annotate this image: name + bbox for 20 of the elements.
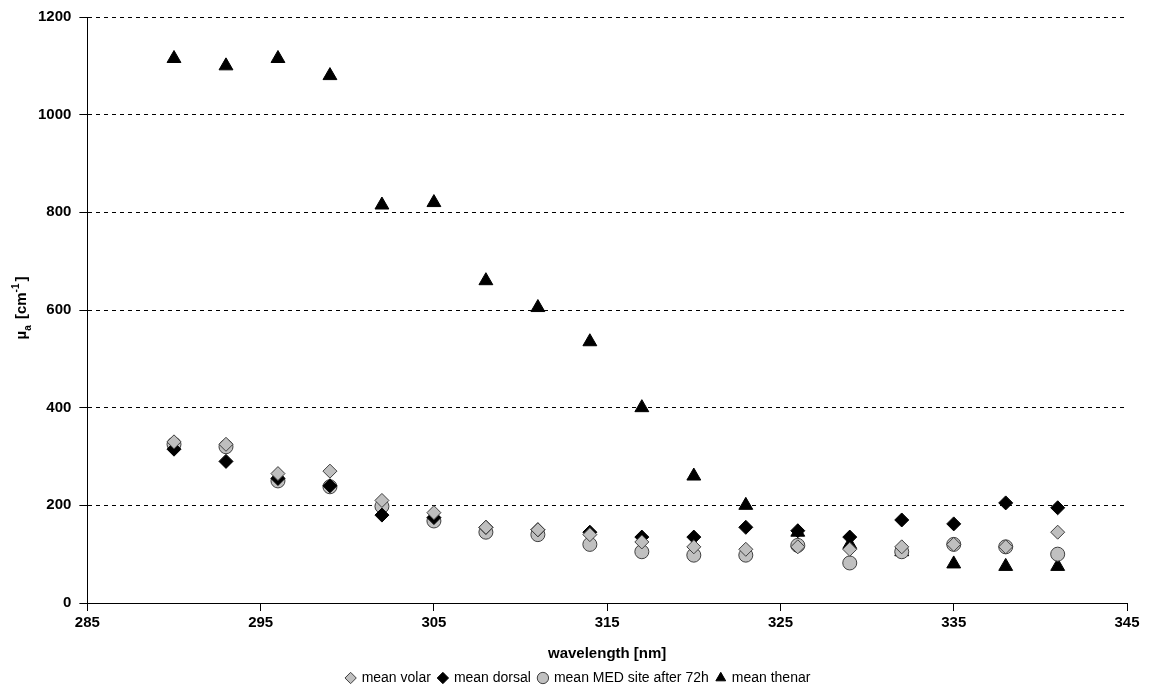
legend-label: mean thenar	[731, 668, 811, 685]
y-tick-label: 200	[46, 495, 72, 513]
x-tick-label: 295	[248, 613, 274, 631]
legend-label: mean dorsal	[453, 668, 531, 685]
x-tick-label: 325	[767, 613, 793, 631]
x-tick-label: 285	[74, 613, 100, 631]
y-axis-title: µa [cm-1]	[9, 276, 33, 340]
x-tick-label: 335	[941, 613, 967, 631]
x-axis-title: wavelength [nm]	[547, 644, 667, 662]
legend-label: mean MED site after 72h	[553, 668, 709, 685]
x-tick-label: 345	[1114, 613, 1140, 631]
y-tick-label: 0	[63, 593, 72, 611]
y-tick-label: 1200	[37, 7, 72, 25]
legend-label: mean volar	[361, 668, 432, 685]
y-tick-label: 600	[46, 300, 72, 318]
y-tick-label: 800	[46, 202, 72, 220]
y-tick-label: 1000	[37, 104, 72, 122]
x-tick-label: 315	[594, 613, 620, 631]
y-tick-label: 400	[46, 397, 72, 415]
x-tick-label: 305	[421, 613, 447, 631]
